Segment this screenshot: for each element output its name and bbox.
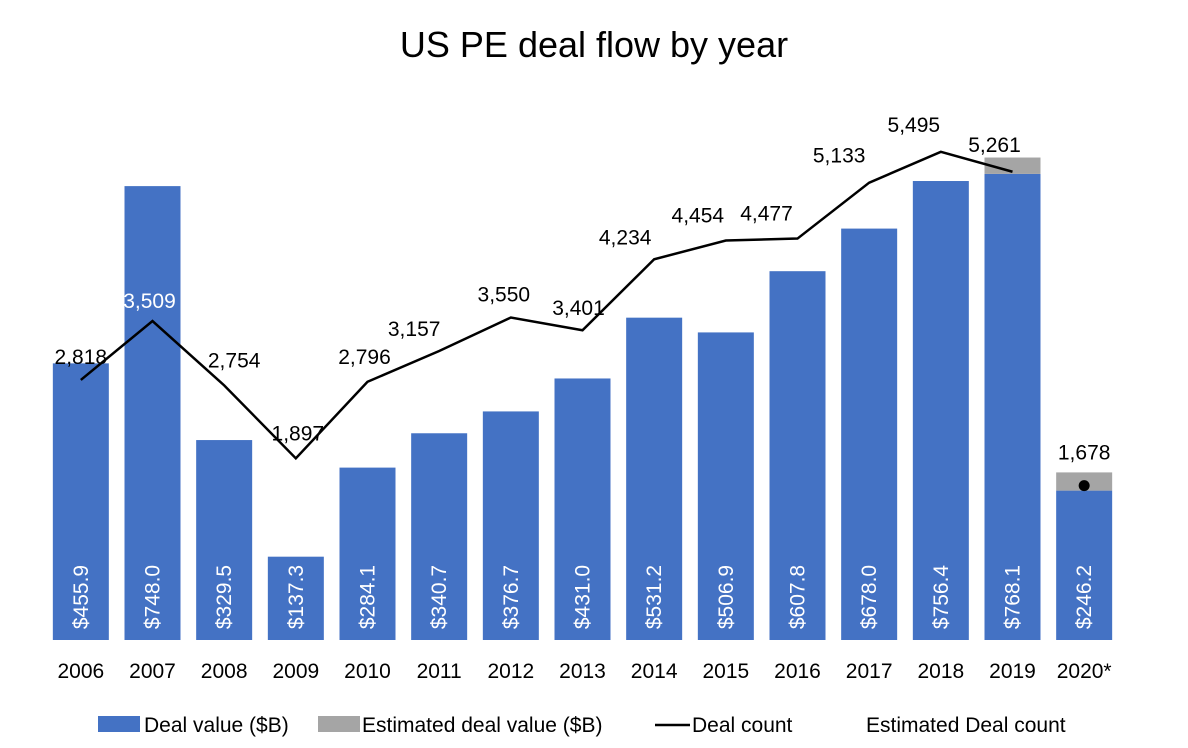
x-tick-label: 2010 [344, 660, 391, 683]
x-tick-label: 2016 [774, 660, 821, 683]
x-tick-label: 2020* [1057, 660, 1112, 683]
legend-label-estimated-deal-count: Estimated Deal count [866, 714, 1066, 737]
deal-count-line-layer [80, 150, 1090, 492]
x-tick-label: 2019 [989, 660, 1036, 683]
deal-count-label: 4,454 [672, 205, 725, 228]
deal-count-label: 2,818 [55, 346, 108, 369]
deal-value-bar [984, 173, 1041, 640]
deal-value-bar [482, 411, 539, 640]
x-tick-label: 2017 [846, 660, 893, 683]
deal-value-bar [124, 186, 181, 641]
legend-label-deal-count: Deal count [692, 714, 793, 737]
deal-count-line [80, 150, 1013, 461]
deal-value-bar [339, 467, 396, 640]
deal-value-bar [554, 378, 611, 640]
deal-value-label: $376.7 [500, 565, 523, 629]
deal-count-label: 5,133 [813, 145, 866, 168]
deal-value-label: $455.9 [70, 565, 93, 629]
deal-value-label: $607.8 [787, 565, 810, 629]
x-tick-label: 2015 [702, 660, 749, 683]
deal-count-label: 3,157 [388, 318, 441, 341]
x-tick-label: 2006 [57, 660, 104, 683]
deal-value-label: $137.3 [285, 565, 308, 629]
x-tick-label: 2013 [559, 660, 606, 683]
deal-value-bar [769, 271, 826, 640]
estimated-deal-value-bar [984, 157, 1041, 174]
x-tick-label: 2009 [272, 660, 319, 683]
x-tick-label: 2012 [487, 660, 534, 683]
legend-swatch-deal-value [98, 716, 140, 732]
deal-value-label: $284.1 [357, 565, 380, 629]
deal-count-label: 5,261 [968, 134, 1021, 157]
deal-value-label: $756.4 [930, 565, 953, 630]
legend-label-deal-value: Deal value ($B) [144, 714, 289, 737]
deal-value-label: $531.2 [643, 565, 666, 629]
deal-value-bar [267, 556, 324, 640]
labels-layer: $455.9 $748.0 $329.5 $137.3 $284.1 $340.7 $376… [55, 114, 1111, 629]
deal-value-bar [52, 363, 109, 640]
chart-title: US PE deal flow by year [400, 24, 788, 65]
x-tick-label: 2014 [631, 660, 678, 683]
legend: Deal value ($B) Estimated deal value ($B)… [98, 714, 1066, 737]
x-axis: 2006 2007 2008 2009 2010 2011 2012 2013 2014 2015… [57, 660, 1111, 683]
estimated-deal-count-label: 1,678 [1058, 441, 1111, 464]
deal-count-label: 4,477 [740, 203, 793, 226]
x-tick-label: 2018 [917, 660, 964, 683]
deal-count-label: 3,550 [478, 284, 531, 307]
legend-swatch-estimated-deal-value [318, 716, 360, 732]
deal-value-bar [841, 228, 898, 640]
x-tick-label: 2008 [201, 660, 248, 683]
deal-count-label: 2,796 [338, 346, 391, 369]
deal-value-label: $768.1 [1002, 565, 1025, 629]
deal-value-label: $329.5 [213, 565, 236, 629]
estimated-deal-count-marker [1078, 480, 1090, 492]
deal-value-label: $506.9 [715, 565, 738, 629]
deal-value-label: $246.2 [1073, 565, 1096, 629]
deal-count-label: 5,495 [888, 114, 941, 137]
deal-value-label: $748.0 [142, 565, 165, 629]
deal-count-label: 1,897 [272, 422, 325, 445]
x-tick-label: 2011 [417, 660, 462, 683]
deal-value-bar [1056, 490, 1113, 640]
deal-value-label: $678.0 [858, 565, 881, 629]
deal-value-bar [697, 332, 754, 640]
deal-count-label: 3,509 [123, 290, 176, 313]
legend-label-estimated-deal-value: Estimated deal value ($B) [362, 714, 602, 737]
x-tick-label: 2007 [129, 660, 176, 683]
deal-value-bar [626, 317, 683, 640]
deal-count-label: 4,234 [599, 226, 652, 249]
deal-value-bar [411, 433, 468, 640]
bars-layer [52, 157, 1113, 641]
deal-value-label: $340.7 [428, 565, 451, 629]
deal-count-label: 3,401 [552, 297, 605, 320]
deal-count-label: 2,754 [208, 349, 261, 372]
deal-value-bar [196, 440, 253, 640]
deal-value-label: $431.0 [572, 565, 595, 629]
deal-value-bar [912, 181, 969, 640]
